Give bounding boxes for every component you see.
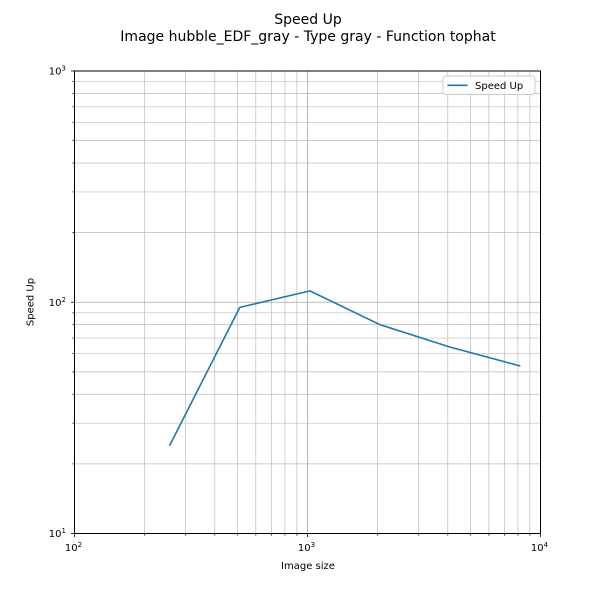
chart-title-line1: Speed Up (274, 12, 342, 28)
x-tick-label-10^4: 104 (531, 541, 549, 554)
chart-title: Speed Up Image hubble_EDF_gray - Type gr… (8, 12, 600, 46)
x-axis-label: Image size (281, 561, 335, 572)
y-axis-label: Speed Up (25, 277, 37, 327)
legend-box (442, 75, 536, 95)
axis-ticks (71, 70, 541, 537)
chart-title-line2: Image hubble_EDF_gray - Type gray - Func… (120, 29, 496, 45)
x-tick-label-10^2: 102 (65, 541, 82, 554)
y-tick-label-10^2: 102 (49, 296, 66, 309)
y-tick-label-10^3: 103 (49, 65, 66, 78)
axes-spines (74, 70, 541, 534)
legend-label: Speed Up (475, 81, 523, 92)
speedup-line (168, 290, 521, 446)
x-tick-label-10^3: 103 (298, 541, 315, 554)
y-tick-label-10^1: 101 (49, 527, 66, 540)
